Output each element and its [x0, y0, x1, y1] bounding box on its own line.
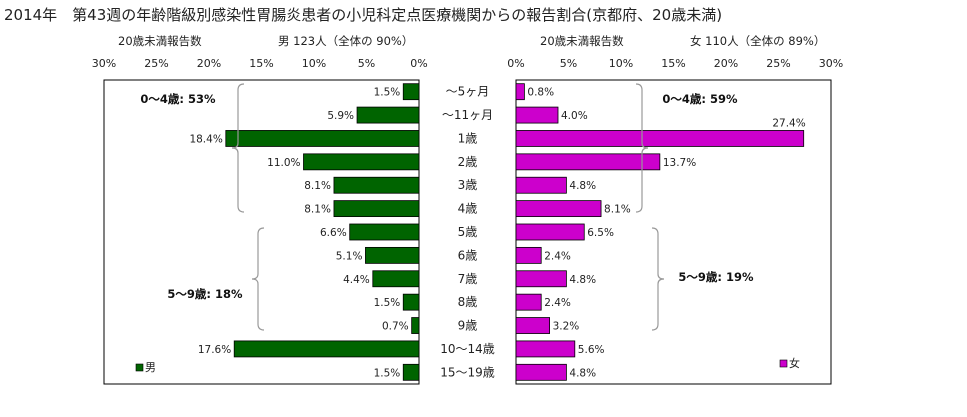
female-data-label: 4.8% [569, 274, 596, 286]
female-5-9-annotation: 5～9歳: 19% [678, 270, 754, 284]
female-bar [515, 293, 542, 311]
category-label: ～5ヶ月 [446, 85, 490, 99]
male-x-tick-label: 10% [302, 57, 326, 70]
male-header-right: 男 123人（全体の 90%） [278, 34, 414, 48]
female-data-label: 2.4% [544, 297, 571, 309]
category-label: ～11ヶ月 [442, 108, 493, 122]
category-label: 5歳 [458, 225, 478, 239]
female-x-tick-label: 30% [819, 57, 843, 70]
female-bar [515, 200, 602, 218]
male-data-label: 0.7% [382, 321, 409, 333]
female-header-left: 20歳未満報告数 [540, 34, 624, 48]
male-bar [233, 340, 420, 358]
male-data-label: 1.5% [374, 297, 401, 309]
chart-title: 2014年 第43週の年齢階級別感染性胃腸炎患者の小児科定点医療機関からの報告割… [4, 6, 723, 24]
female-bar [515, 246, 542, 264]
category-label: 4歳 [458, 202, 478, 216]
category-label: 1歳 [458, 131, 478, 145]
female-x-tick-label: 5% [560, 57, 577, 70]
category-label: 7歳 [458, 272, 478, 286]
male-bar [356, 106, 420, 124]
male-bar [225, 130, 420, 147]
female-x-tick-label: 25% [766, 57, 790, 70]
category-label: 15～19歳 [440, 365, 495, 379]
female-bar [515, 153, 661, 171]
male-x-tick-label: 0% [410, 57, 427, 70]
category-label: 9歳 [458, 319, 478, 333]
female-x-tick-label: 10% [609, 57, 633, 70]
male-data-label: 5.9% [327, 110, 354, 122]
male-5-9-annotation: 5～9歳: 18% [167, 287, 243, 301]
male-bar [402, 363, 420, 381]
female-bar [515, 130, 805, 147]
male-data-label: 1.5% [374, 87, 401, 99]
female-bar [515, 106, 559, 124]
male-bar [372, 270, 420, 288]
female-data-label: 4.0% [561, 110, 588, 122]
male-bar [411, 317, 420, 334]
female-bar [515, 317, 550, 334]
male-x-tick-label: 15% [249, 57, 273, 70]
category-label: 10～14歳 [440, 342, 495, 356]
male-bar [333, 176, 420, 194]
female-bar [515, 363, 567, 381]
female-data-label: 13.7% [663, 157, 696, 169]
male-bar [402, 293, 420, 311]
female-x-tick-label: 20% [714, 57, 738, 70]
female-data-label: 2.4% [544, 250, 571, 262]
male-data-label: 6.6% [320, 227, 347, 239]
category-label: 3歳 [458, 178, 478, 192]
female-bar [515, 176, 567, 194]
category-label: 8歳 [458, 295, 478, 309]
category-label: 2歳 [458, 155, 478, 169]
female-legend-swatch [779, 359, 788, 368]
male-data-label: 5.1% [336, 250, 363, 262]
female-bar [515, 83, 525, 101]
male-data-label: 18.4% [189, 133, 222, 145]
male-x-tick-label: 5% [358, 57, 375, 70]
category-label: 6歳 [458, 248, 478, 262]
male-legend-swatch [135, 363, 144, 372]
male-data-label: 11.0% [267, 157, 300, 169]
male-5-9-brace [251, 227, 265, 331]
female-0-4-annotation: 0～4歳: 59% [662, 92, 738, 106]
female-data-label: 3.2% [553, 321, 580, 333]
male-legend-label: 男 [145, 361, 156, 374]
male-x-tick-label: 25% [144, 57, 168, 70]
female-bar [515, 270, 567, 288]
male-data-label: 8.1% [304, 180, 331, 192]
male-data-label: 8.1% [304, 204, 331, 216]
male-bar [402, 83, 420, 101]
female-data-label: 27.4% [772, 117, 805, 129]
female-5-9-brace [651, 227, 665, 331]
female-legend-label: 女 [789, 356, 800, 370]
male-bar [303, 153, 420, 171]
male-bar [349, 223, 420, 241]
male-bar [333, 200, 420, 218]
female-x-tick-label: 15% [661, 57, 685, 70]
male-data-label: 1.5% [374, 367, 401, 379]
male-header-left: 20歳未満報告数 [118, 34, 202, 48]
female-data-label: 5.6% [578, 344, 605, 356]
female-data-label: 8.1% [604, 204, 631, 216]
male-x-tick-label: 20% [197, 57, 221, 70]
female-data-label: 6.5% [587, 227, 614, 239]
male-data-label: 17.6% [198, 344, 231, 356]
male-bar [365, 246, 420, 264]
female-x-tick-label: 0% [507, 57, 524, 70]
female-bar [515, 223, 585, 241]
female-0-4-brace [635, 83, 649, 213]
male-data-label: 4.4% [343, 274, 370, 286]
female-data-label: 4.8% [569, 367, 596, 379]
female-data-label: 0.8% [527, 87, 554, 99]
female-data-label: 4.8% [569, 180, 596, 192]
female-bar [515, 340, 576, 358]
male-0-4-brace [231, 83, 245, 213]
male-x-tick-label: 30% [92, 57, 116, 70]
male-0-4-annotation: 0～4歳: 53% [140, 92, 216, 106]
female-header-right: 女 110人（全体の 89%） [690, 34, 826, 48]
